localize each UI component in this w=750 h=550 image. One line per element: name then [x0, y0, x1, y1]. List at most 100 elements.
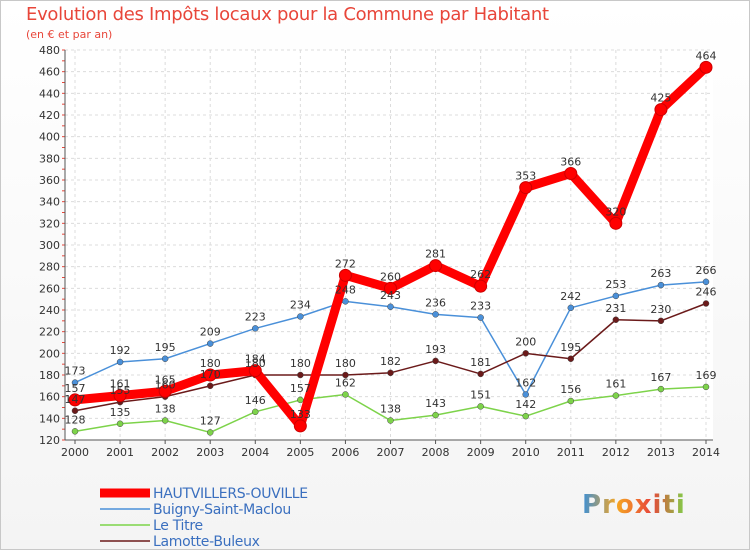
data-point: [113, 389, 127, 403]
legend-label: Le Titre: [153, 518, 203, 534]
axes: 120 140 160 180 200 220 240 260 280 300 320 340 360 3…: [39, 44, 720, 459]
data-point: [161, 417, 169, 424]
chart-title: Evolution des Impôts locaux pour la Comm…: [26, 4, 549, 25]
x-tick-label: 2001: [106, 446, 134, 459]
data-label: 138: [380, 403, 401, 416]
data-label: 180: [290, 357, 311, 370]
data-label: 135: [110, 406, 131, 419]
chart-subtitle: (en € et par an): [26, 28, 113, 41]
data-label: 156: [560, 383, 581, 396]
legend-label: HAUTVILLERS-OUVILLE: [153, 486, 308, 502]
data-label: 353: [515, 170, 536, 183]
data-point: [612, 316, 620, 323]
data-point: [477, 314, 484, 321]
data-point: [612, 292, 620, 300]
data-point: [297, 371, 304, 379]
data-point: [519, 181, 533, 195]
x-tick-label: 2009: [467, 446, 495, 459]
data-point: [702, 300, 710, 307]
y-tick-label: 120: [39, 434, 60, 447]
data-label: 320: [605, 205, 626, 218]
y-tick-label: 180: [39, 369, 60, 382]
data-point: [384, 281, 397, 295]
data-point: [71, 428, 79, 435]
data-point: [657, 317, 665, 325]
data-label: 157: [65, 382, 86, 395]
x-tick-label: 2000: [61, 446, 89, 459]
data-point: [702, 383, 710, 391]
data-label: 223: [245, 310, 266, 323]
data-point: [657, 385, 665, 393]
x-tick-label: 2005: [286, 446, 314, 459]
data-point: [297, 313, 304, 320]
data-label: 248: [335, 283, 356, 296]
data-point: [248, 364, 262, 378]
data-label: 243: [380, 289, 401, 302]
data-point: [161, 355, 169, 362]
data-point: [293, 419, 307, 433]
data-point: [432, 411, 439, 419]
x-tick-label: 2013: [647, 446, 675, 459]
data-point: [567, 304, 575, 312]
data-label: 160: [155, 379, 176, 392]
y-tick-label: 140: [39, 412, 60, 425]
data-point: [206, 340, 214, 347]
data-point: [522, 350, 529, 357]
data-point: [702, 278, 710, 286]
data-point: [158, 384, 172, 398]
data-point: [71, 407, 79, 414]
data-point: [71, 379, 79, 386]
data-point: [206, 429, 214, 436]
data-point: [342, 371, 349, 379]
data-point: [522, 412, 529, 420]
proxiti-logo: Proxiti: [582, 490, 686, 520]
data-point: [203, 368, 217, 382]
y-tick-label: 220: [39, 326, 60, 339]
x-tick-label: 2011: [557, 446, 585, 459]
data-label: 162: [335, 377, 356, 390]
data-label: 281: [425, 248, 446, 261]
y-tick-label: 420: [39, 109, 60, 122]
data-label: 230: [650, 303, 671, 316]
y-tick-label: 260: [39, 282, 60, 295]
x-tick-label: 2014: [692, 446, 720, 459]
data-label: 272: [335, 257, 356, 270]
data-label: 234: [290, 299, 311, 312]
data-label: 184: [245, 353, 266, 366]
data-label: 161: [605, 378, 626, 391]
data-label: 128: [65, 413, 86, 426]
x-tick-label: 2010: [512, 446, 540, 459]
data-label: 142: [515, 398, 536, 411]
y-tick-label: 360: [39, 174, 60, 187]
data-label: 195: [155, 341, 176, 354]
data-label: 180: [245, 357, 266, 370]
data-point: [116, 358, 124, 366]
data-label: 180: [335, 357, 356, 370]
x-tick-label: 2006: [331, 446, 359, 459]
data-label: 231: [605, 302, 626, 315]
data-label: 161: [110, 378, 131, 391]
data-label: 182: [380, 355, 401, 368]
data-label: 366: [560, 156, 581, 169]
data-point: [252, 325, 259, 332]
data-label: 162: [515, 377, 536, 390]
data-label: 253: [605, 278, 626, 291]
data-label: 157: [290, 382, 311, 395]
legend: HAUTVILLERS-OUVILLEBuigny-Saint-MaclouLe…: [100, 486, 308, 550]
data-point: [252, 408, 259, 416]
data-point: [654, 103, 668, 117]
data-point: [612, 392, 620, 399]
x-tick-label: 2008: [422, 446, 450, 459]
x-tick-label: 2004: [241, 446, 269, 459]
data-point: [116, 420, 124, 427]
x-tick-label: 2003: [196, 446, 224, 459]
y-tick-label: 440: [39, 87, 60, 100]
y-tick-label: 240: [39, 304, 60, 317]
data-point: [432, 357, 439, 365]
data-point: [564, 167, 578, 180]
data-label: 165: [155, 373, 176, 386]
data-point: [432, 311, 439, 318]
data-label: 192: [110, 344, 131, 357]
y-tick-label: 300: [39, 239, 60, 252]
